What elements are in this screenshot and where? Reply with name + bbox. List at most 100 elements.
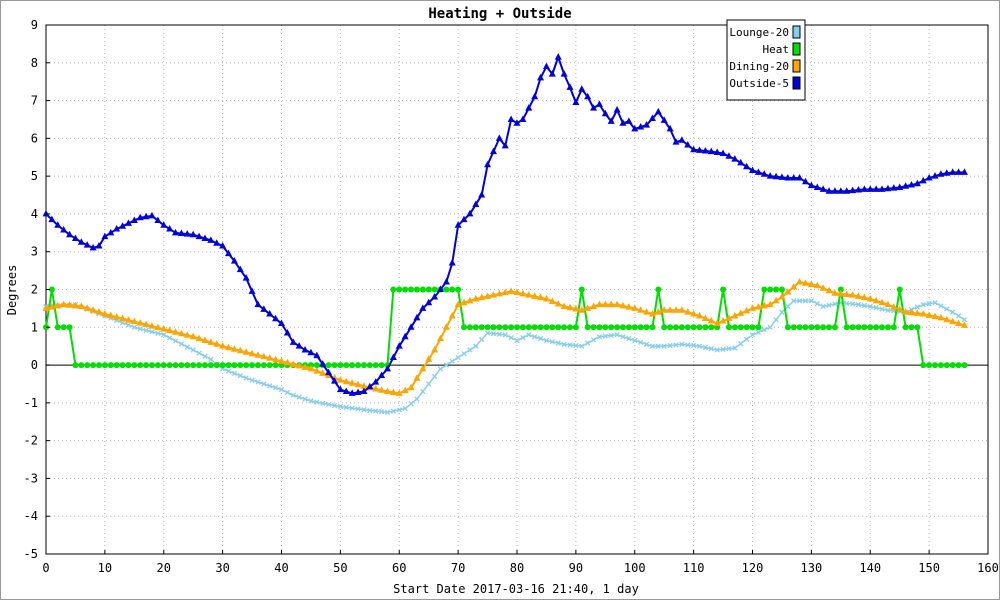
data-point (272, 314, 280, 322)
y-tick-label: 1 (31, 320, 38, 334)
data-point (890, 324, 897, 331)
data-point (631, 124, 639, 132)
data-point (389, 388, 397, 395)
data-point (878, 185, 886, 192)
data-point (249, 377, 255, 383)
data-point (301, 363, 309, 370)
data-point (195, 232, 203, 240)
data-point (548, 297, 556, 304)
data-point (361, 406, 367, 413)
data-point (101, 310, 109, 317)
data-point (348, 389, 356, 396)
data-point (313, 362, 320, 369)
y-tick-label: -2 (24, 434, 38, 448)
data-point (902, 324, 909, 331)
data-point (667, 342, 673, 349)
data-point (578, 306, 586, 313)
data-point (295, 342, 303, 349)
data-point (572, 305, 580, 312)
data-point (802, 298, 809, 304)
data-point (231, 370, 238, 377)
data-point (543, 337, 550, 344)
data-point (260, 362, 267, 369)
data-point (348, 379, 356, 386)
data-point (278, 357, 285, 364)
data-point (584, 92, 592, 100)
data-point (177, 229, 185, 236)
data-point (484, 330, 491, 336)
y-tick-label: 9 (31, 18, 38, 32)
y-tick-label: 2 (31, 283, 38, 297)
data-point (525, 324, 532, 331)
data-point (72, 362, 79, 369)
data-point (207, 362, 214, 369)
data-point (702, 324, 709, 331)
data-point (672, 138, 680, 145)
chart-title: Heating + Outside (428, 6, 571, 22)
data-point (613, 106, 621, 113)
data-point (402, 405, 408, 412)
data-point (790, 324, 797, 331)
data-point (390, 408, 397, 414)
data-point (196, 362, 203, 369)
data-point (737, 324, 744, 331)
data-point (78, 362, 85, 369)
data-point (213, 239, 221, 246)
data-point (484, 160, 492, 168)
data-point (844, 300, 850, 307)
data-point (272, 362, 279, 369)
data-point (779, 309, 785, 315)
data-point (507, 287, 515, 294)
data-point (919, 176, 927, 184)
data-point (461, 351, 467, 357)
data-point (937, 362, 944, 369)
data-point (801, 177, 809, 185)
data-point (754, 303, 762, 310)
data-point (460, 298, 468, 306)
data-point (937, 313, 945, 321)
data-point (413, 374, 421, 381)
data-point (925, 174, 933, 181)
data-point (931, 172, 939, 179)
data-point (549, 324, 556, 331)
data-point (831, 187, 839, 194)
data-point (913, 309, 921, 316)
data-point (248, 287, 256, 294)
data-point (501, 288, 509, 296)
data-point (931, 312, 939, 320)
data-point (372, 362, 379, 369)
data-point (843, 324, 850, 331)
data-point (343, 404, 349, 411)
data-point (914, 324, 921, 331)
data-point (455, 354, 461, 361)
data-point (896, 305, 904, 313)
data-point (537, 335, 544, 342)
data-point (354, 388, 362, 395)
data-point (907, 180, 915, 188)
y-tick-label: -4 (24, 509, 38, 523)
data-point (313, 351, 321, 359)
data-point (584, 340, 591, 346)
data-point (920, 301, 926, 308)
data-point (737, 309, 745, 316)
data-point (955, 319, 963, 327)
data-point (107, 228, 115, 236)
data-point (855, 324, 862, 331)
data-point (166, 225, 174, 232)
data-point (755, 324, 762, 331)
x-tick-label: 10 (98, 561, 112, 575)
data-point (837, 286, 844, 293)
data-point (772, 296, 780, 304)
data-point (519, 289, 527, 297)
data-point (654, 107, 662, 115)
data-point (325, 401, 332, 408)
y-tick-label: -1 (24, 396, 38, 410)
data-point (590, 302, 598, 310)
legend-label: Dining-20 (729, 60, 789, 73)
data-point (561, 341, 567, 347)
data-point (778, 173, 786, 180)
data-point (461, 324, 468, 331)
data-point (525, 291, 533, 298)
data-point (837, 187, 845, 194)
data-point (54, 301, 62, 309)
